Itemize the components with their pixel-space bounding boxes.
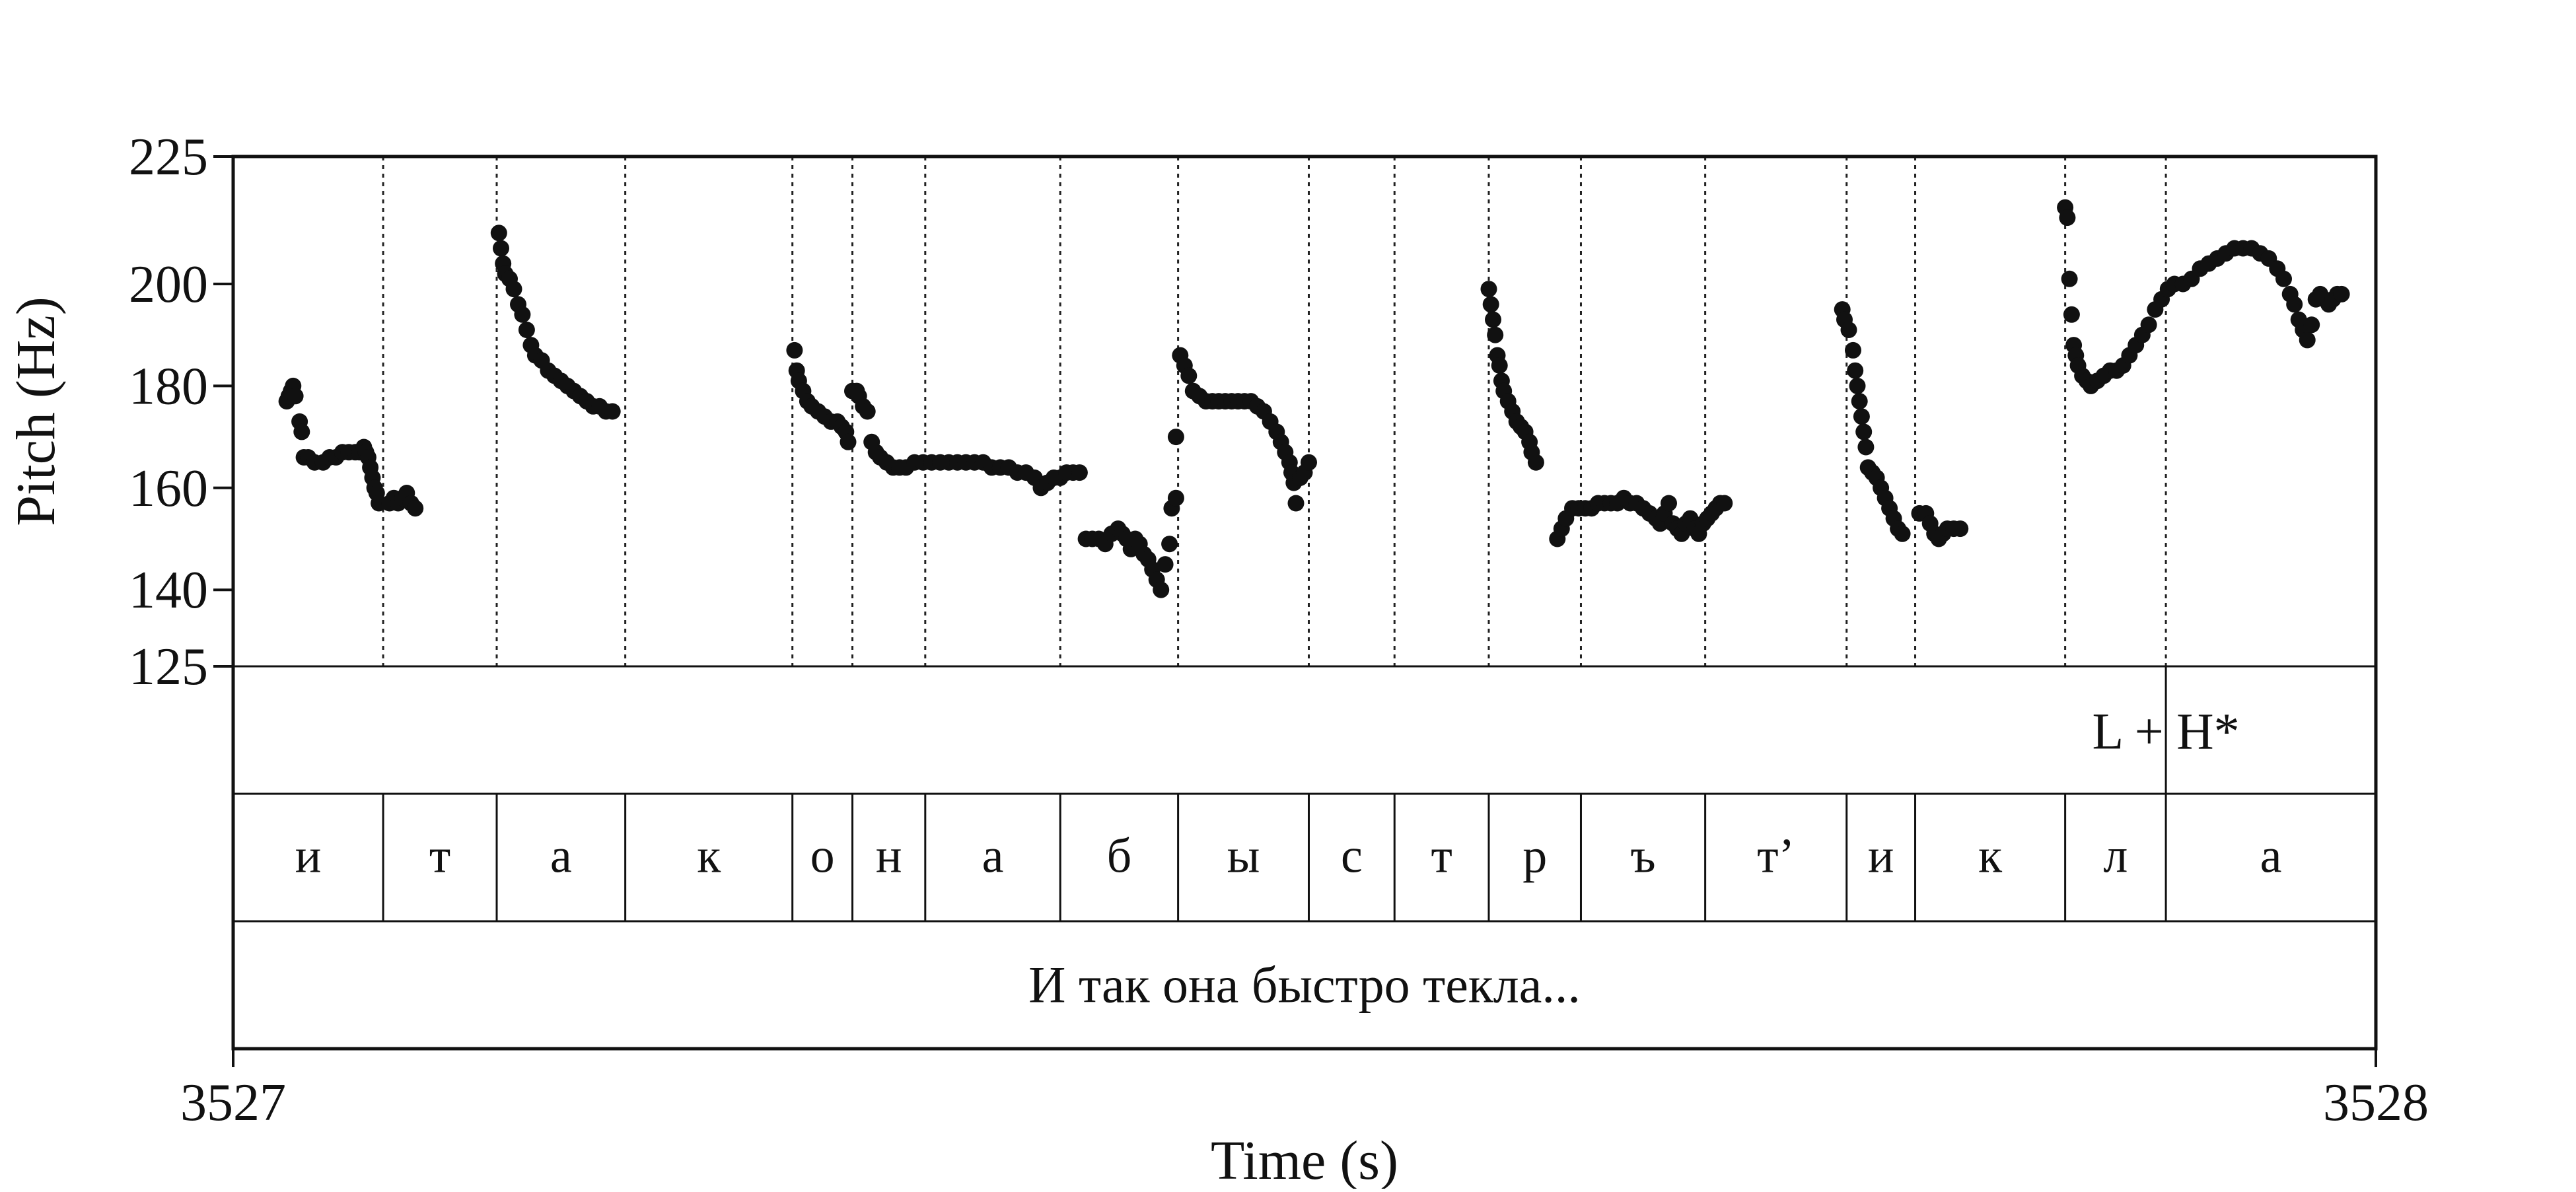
pitch-point — [493, 240, 509, 257]
pitch-point — [2333, 285, 2350, 302]
pitch-point — [1857, 438, 1875, 456]
pitch-point — [1161, 536, 1178, 553]
pitch-point — [1480, 281, 1497, 298]
pitch-point — [840, 433, 857, 450]
pitch-point — [505, 281, 522, 298]
y-tick-label: 200 — [129, 256, 208, 314]
pitch-point — [1153, 581, 1170, 598]
segment-label: т — [1431, 829, 1452, 884]
pitch-point — [1167, 429, 1184, 446]
segment-label: т’ — [1757, 829, 1795, 884]
segment-label: и — [1868, 829, 1894, 884]
y-axis: 225 200 180 160 140 125 — [129, 128, 233, 696]
pitch-point — [786, 341, 803, 359]
pitch-point — [518, 322, 535, 338]
pitch-point — [1485, 311, 1501, 328]
segment-label: р — [1522, 829, 1547, 884]
segment-label: т — [429, 829, 450, 884]
segment-label: ы — [1227, 829, 1260, 884]
annotation-tiers: L + H* и т а к о н а б ы с т р ъ т’ и к л а И так она быстр… — [295, 666, 2282, 1014]
y-tick-label: 225 — [129, 128, 208, 186]
segment-boundary-lines — [382, 157, 2167, 666]
y-tick-label: 140 — [129, 561, 208, 619]
x-tick-label: 3528 — [2323, 1074, 2429, 1132]
pitch-point — [1849, 377, 1866, 394]
pitch-point — [1851, 393, 1868, 410]
pitch-point — [1180, 367, 1198, 384]
segment-label: а — [550, 829, 572, 884]
plot-frame — [231, 155, 2378, 1051]
pitch-point — [1527, 454, 1544, 471]
pitch-point — [1157, 556, 1174, 573]
pitch-point — [1487, 326, 1504, 343]
pitch-point — [1855, 423, 1873, 440]
segment-label: ъ — [1630, 829, 1655, 884]
segment-label: а — [2260, 829, 2282, 884]
segment-label: н — [876, 829, 902, 884]
pitch-point — [1840, 322, 1857, 338]
segment-label: с — [1341, 829, 1363, 884]
x-axis: 3527 3528 — [180, 1049, 2429, 1132]
pitch-point — [2063, 306, 2080, 323]
pitch-point — [514, 306, 531, 323]
pitch-point — [1716, 495, 1733, 512]
pitch-point — [2275, 270, 2292, 287]
pitch-point — [1661, 495, 1677, 512]
pitch-points — [278, 199, 2350, 598]
y-tick-label: 160 — [129, 460, 208, 518]
pitch-point — [1847, 362, 1864, 379]
pitch-point — [2140, 316, 2157, 333]
pitch-point — [293, 423, 310, 440]
segment-label: о — [810, 829, 835, 884]
pitch-point — [2059, 209, 2076, 227]
segment-label: а — [982, 829, 1004, 884]
y-axis-label: Pitch (Hz) — [5, 297, 67, 526]
x-axis-label: Time (s) — [1211, 1130, 1398, 1189]
pitch-point — [2303, 316, 2320, 333]
pitch-point — [604, 403, 621, 420]
sentence-label: И так она быстро текла... — [1028, 956, 1581, 1014]
pitch-point — [490, 225, 507, 242]
segment-label: б — [1107, 829, 1132, 884]
segment-label: к — [697, 829, 721, 884]
y-tick-label: 125 — [129, 638, 208, 696]
tone-label: L + H* — [2093, 703, 2240, 760]
pitch-point — [1071, 464, 1088, 481]
x-tick-label: 3527 — [180, 1074, 286, 1132]
pitch-point — [1952, 520, 1969, 538]
segment-label: и — [295, 829, 322, 884]
pitch-point — [1853, 408, 1870, 425]
pitch-point — [1894, 525, 1911, 542]
pitch-point — [859, 403, 876, 420]
segment-label: л — [2103, 829, 2128, 884]
pitch-point — [407, 500, 424, 517]
plot-border — [231, 155, 2378, 1051]
pitch-point — [1287, 495, 1305, 512]
segment-label: к — [1978, 829, 2003, 884]
pitch-point — [1301, 454, 1317, 471]
pitch-point — [1167, 489, 1184, 507]
pitch-point — [1482, 296, 1499, 313]
pitch-point — [1845, 341, 1861, 359]
pitch-point — [2286, 296, 2303, 313]
pitch-point — [2061, 270, 2078, 287]
pitch-point — [2299, 332, 2316, 349]
y-tick-label: 180 — [129, 357, 208, 415]
pitch-point — [287, 388, 304, 405]
pitch-point — [1491, 357, 1508, 374]
